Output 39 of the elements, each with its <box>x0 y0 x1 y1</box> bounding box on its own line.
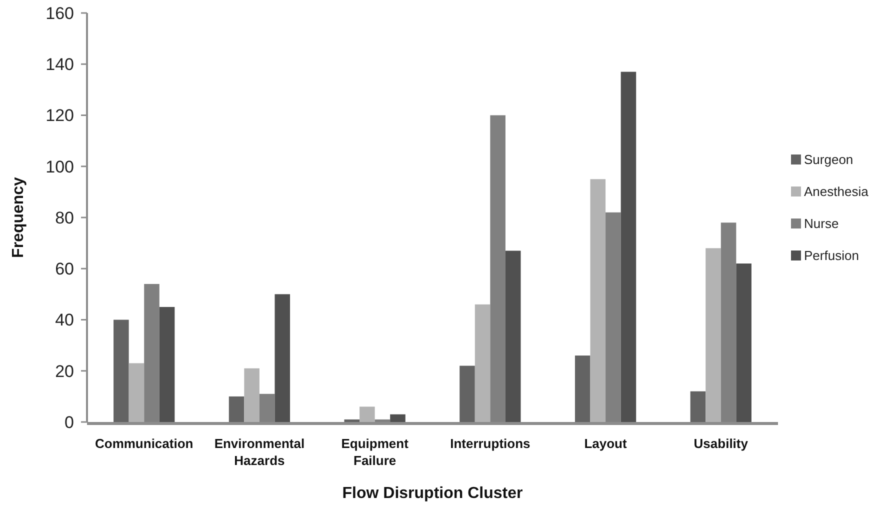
y-tick-label: 60 <box>55 260 74 279</box>
y-tick-label: 40 <box>55 310 74 330</box>
x-tick-label: Usability <box>694 436 749 451</box>
y-tick-label: 80 <box>55 208 74 228</box>
bar <box>274 294 290 422</box>
bar <box>128 363 144 422</box>
x-tick-label: Layout <box>584 436 628 451</box>
y-tick-label: 120 <box>46 106 74 126</box>
x-tick-label: Interruptions <box>450 436 530 451</box>
legend-label: Nurse <box>804 216 839 232</box>
x-tick-label: Communication <box>94 436 194 451</box>
legend-label: Perfusion <box>804 248 859 264</box>
y-tick-label: 100 <box>46 157 74 176</box>
bar <box>244 368 260 422</box>
x-tick-label: Environmental Hazards <box>214 436 305 468</box>
bar <box>574 356 590 422</box>
bar <box>390 414 406 422</box>
y-tick-label: 140 <box>46 55 74 74</box>
bar <box>736 264 752 422</box>
legend-label: Surgeon <box>804 152 854 168</box>
bar <box>360 406 375 422</box>
x-tick-label: Equipment Failure <box>341 436 410 468</box>
y-tick-label: 160 <box>46 4 74 23</box>
bar <box>228 396 244 422</box>
bar <box>474 304 490 422</box>
bar <box>159 306 175 422</box>
y-tick-label: 20 <box>55 362 74 381</box>
bar <box>590 179 606 422</box>
y-tick-label: 0 <box>64 412 74 432</box>
bar <box>460 366 475 422</box>
y-axis-title: Frequency <box>10 176 27 258</box>
x-axis-title: Flow Disruption Cluster <box>342 485 523 502</box>
bar <box>344 419 360 422</box>
bar <box>505 250 521 422</box>
bar <box>114 320 129 422</box>
bar <box>690 391 706 422</box>
bar <box>706 248 721 422</box>
legend-label: Anesthesia <box>804 184 870 200</box>
bar <box>620 72 636 422</box>
